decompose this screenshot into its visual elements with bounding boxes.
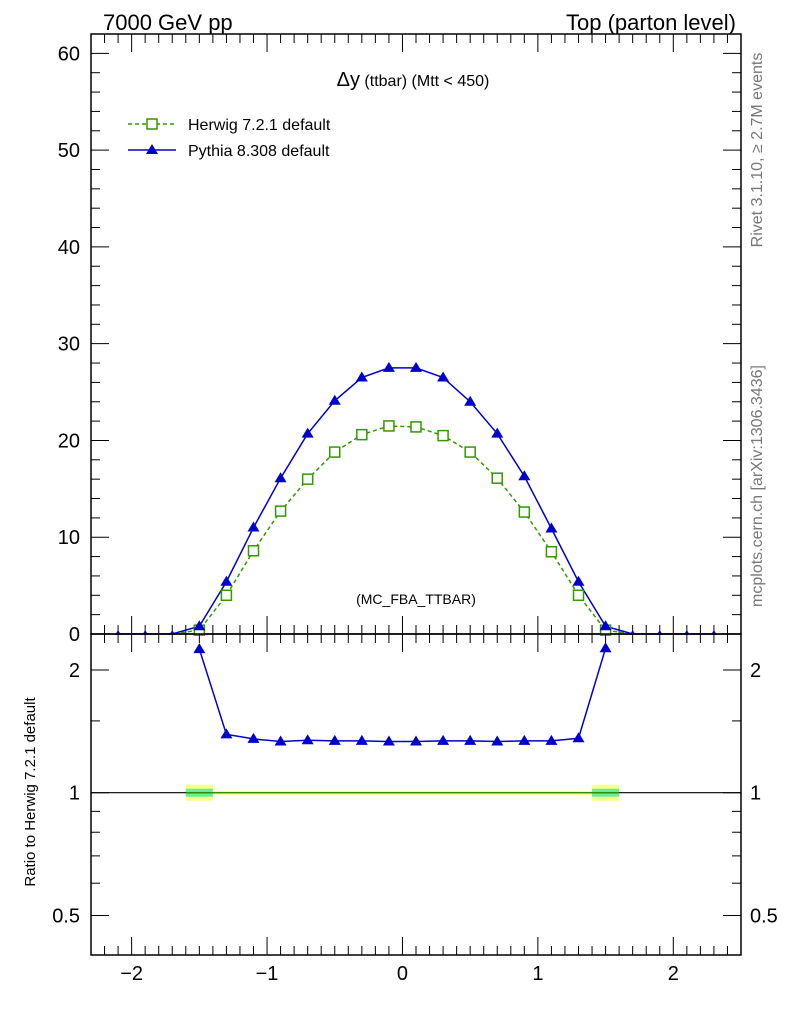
ratio-axis-ticks: 0.5 0.5 1 1 2 2 — [52, 634, 778, 956]
legend-pythia-label: Pythia 8.308 default — [188, 143, 330, 160]
ratio-y-tick-label: 0.5 — [52, 905, 80, 927]
herwig-point — [464, 446, 476, 458]
herwig-point — [572, 589, 585, 602]
legend-herwig-label: Herwig 7.2.1 default — [188, 117, 331, 134]
pythia-point — [301, 427, 314, 438]
ratio-y-tick-label-right: 0.5 — [750, 905, 778, 927]
main-y-tick-label: 50 — [58, 140, 80, 162]
pythia-point — [274, 472, 287, 483]
ratio-y-axis-label: Ratio to Herwig 7.2.1 default — [22, 697, 39, 887]
herwig-point — [301, 473, 314, 485]
pythia-ratio-point — [382, 735, 395, 746]
pythia-point — [355, 371, 368, 382]
herwig-point — [410, 421, 422, 433]
pythia-ratio-point — [518, 734, 531, 745]
pythia-ratio-point — [491, 735, 504, 746]
pythia-point — [220, 575, 233, 586]
legend-herwig-marker — [146, 118, 158, 130]
herwig-point — [247, 545, 260, 557]
pythia-ratio-point — [247, 732, 260, 743]
ratio-y-tick-label: 2 — [69, 660, 80, 682]
pythia-ratio-point — [301, 734, 314, 745]
x-axis-tick-labels: −2 −1 0 1 2 — [120, 963, 679, 985]
pythia-ratio-point — [410, 735, 422, 746]
pythia-ratio-point — [437, 734, 450, 745]
pythia-point — [247, 521, 260, 532]
legend-entry-herwig: Herwig 7.2.1 default — [128, 117, 331, 134]
main-panel: 0 10 20 30 40 50 60 Δy (ttbar) (Mtt < 450) (MC… — [58, 33, 742, 646]
x-tick-label: 2 — [668, 963, 679, 985]
ratio-y-tick-label-right: 2 — [750, 660, 761, 682]
main-y-tick-label: 30 — [58, 334, 80, 356]
pythia-ratio-point — [274, 735, 287, 746]
header-energy: 7000 GeV pp — [103, 10, 233, 35]
herwig-point — [437, 429, 449, 442]
ratio-series-layer — [91, 642, 741, 801]
plot-title: Δy (ttbar) (Mtt < 450) — [337, 69, 490, 91]
pythia-ratio-point — [572, 732, 585, 743]
pythia-point — [193, 620, 206, 631]
main-y-tick-label: 40 — [58, 237, 80, 259]
main-series-layer — [115, 361, 717, 636]
pythia-point — [437, 371, 450, 382]
ratio-y-tick-label: 1 — [69, 783, 80, 805]
legend-entry-pythia: Pythia 8.308 default — [128, 143, 330, 160]
main-y-tick-label: 0 — [69, 624, 80, 646]
pythia-ratio-point — [193, 643, 206, 654]
herwig-point — [383, 420, 395, 432]
pythia-point — [464, 395, 477, 406]
plot-title-selection: (ttbar) (Mtt < 450) — [360, 73, 489, 90]
herwig-point — [491, 472, 503, 484]
pythia-point — [545, 522, 558, 533]
pythia-ratio-point — [545, 734, 558, 745]
pythia-point — [599, 620, 612, 631]
pythia-point — [382, 361, 395, 372]
pythia-point — [572, 575, 585, 586]
herwig-point — [274, 505, 287, 517]
ratio-y-tick-label-right: 1 — [750, 783, 761, 805]
x-tick-label: −2 — [120, 963, 143, 985]
main-y-tick-label: 60 — [58, 43, 80, 65]
herwig-point — [220, 589, 233, 602]
pythia-point — [491, 427, 504, 438]
pythia-ratio-point — [355, 734, 368, 745]
x-tick-label: 0 — [397, 963, 408, 985]
analysis-watermark: (MC_FBA_TTBAR) — [356, 591, 476, 607]
legend: Herwig 7.2.1 default Pythia 8.308 defaul… — [128, 117, 331, 160]
pythia-point — [328, 394, 341, 405]
pythia-point — [518, 470, 531, 481]
pythia-ratio-point — [220, 728, 233, 739]
main-y-tick-label: 20 — [58, 430, 80, 452]
rivet-version-label: Rivet 3.1.10, ≥ 2.7M events — [749, 53, 766, 248]
legend-pythia-marker — [146, 144, 158, 154]
main-axis-ticks: 0 10 20 30 40 50 60 — [58, 33, 742, 646]
main-y-tick-label: 10 — [58, 527, 80, 549]
pythia-ratio-line — [198, 648, 607, 743]
ratio-panel: 0.5 0.5 1 1 2 2 Ratio to Herwig 7.2.1 default — [22, 633, 778, 956]
x-tick-label: −1 — [256, 963, 279, 985]
herwig-point — [356, 428, 368, 441]
pythia-point — [410, 361, 422, 372]
pythia-ratio-point — [464, 734, 477, 745]
x-tick-label: 1 — [532, 963, 543, 985]
mcplots-reference-label: mcplots.cern.ch [arXiv:1306.3436] — [749, 365, 766, 607]
pythia-ratio-point — [328, 734, 341, 745]
header-process: Top (parton level) — [566, 10, 736, 35]
herwig-point — [545, 545, 558, 558]
herwig-point — [329, 446, 341, 458]
plot-title-delta-y: Δy — [337, 69, 360, 91]
herwig-point — [518, 506, 531, 518]
pythia-ratio-point — [599, 642, 612, 653]
